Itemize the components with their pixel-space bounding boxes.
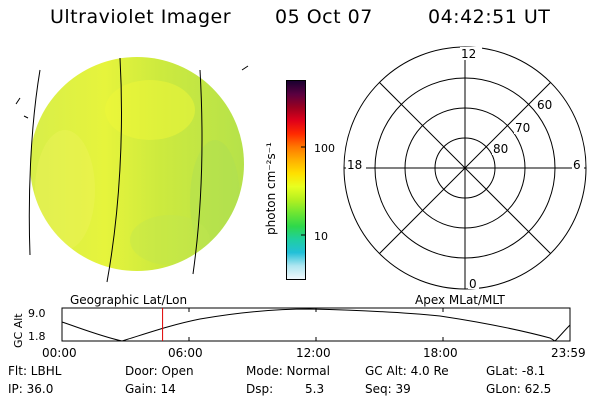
filter-info: Flt: LBHL <box>8 364 62 378</box>
colorbar-tick-100: 100 <box>314 142 335 155</box>
door-info: Door: Open <box>125 364 194 378</box>
longitude-lines <box>15 57 249 283</box>
apex-polar-plot: 12 18 6 0 60 70 80 <box>343 46 587 291</box>
time-tick-4: 23:59 <box>551 346 586 360</box>
ip-info: IP: 36.0 <box>8 382 54 396</box>
geographic-label: Geographic Lat/Lon <box>70 293 188 307</box>
altitude-curve <box>61 308 571 342</box>
mlt-6-label: 6 <box>573 158 581 172</box>
gc-alt-info: GC Alt: 4.0 Re <box>365 364 449 378</box>
time-label: 04:42:51 UT <box>428 6 551 28</box>
seq-info: Seq: 39 <box>365 382 411 396</box>
dsp-value: 5.3 <box>305 382 325 396</box>
glat-info: GLat: -8.1 <box>486 364 546 378</box>
dsp-label: Dsp: <box>246 382 274 396</box>
instrument-title: Ultraviolet Imager <box>50 6 232 28</box>
orbit-ymax-label: 9.0 <box>28 307 46 320</box>
gain-info: Gain: 14 <box>125 382 176 396</box>
mode-info: Mode: Normal <box>246 364 330 378</box>
orbit-altitude-plot: GC Alt 9.0 1.8 00:00 06:00 12:00 18:00 2… <box>12 307 586 360</box>
time-tick-1: 06:00 <box>168 346 203 360</box>
time-tick-3: 18:00 <box>423 346 458 360</box>
orbit-ymin-label: 1.8 <box>28 330 46 343</box>
mlat-60-label: 60 <box>537 98 552 112</box>
mlt-0-label: 0 <box>469 277 477 291</box>
time-tick-2: 12:00 <box>296 346 331 360</box>
glon-info: GLon: 62.5 <box>486 382 552 396</box>
mlat-80-label: 80 <box>493 142 508 156</box>
mlt-12-label: 12 <box>461 47 476 61</box>
apex-label: Apex MLat/MLT <box>415 293 505 307</box>
earth-image <box>15 57 249 283</box>
colorbar-axis: 100 10 photon cm⁻²s⁻¹ <box>264 142 335 243</box>
colorbar-unit-label: photon cm⁻²s⁻¹ <box>264 142 278 235</box>
time-tick-0: 00:00 <box>42 346 77 360</box>
colorbar <box>286 80 306 280</box>
colorbar-tick-10: 10 <box>314 230 328 243</box>
mlat-70-label: 70 <box>515 121 530 135</box>
orbit-axis-label: GC Alt <box>12 313 25 348</box>
date-label: 05 Oct 07 <box>275 6 373 28</box>
mlt-18-label: 18 <box>347 158 362 172</box>
